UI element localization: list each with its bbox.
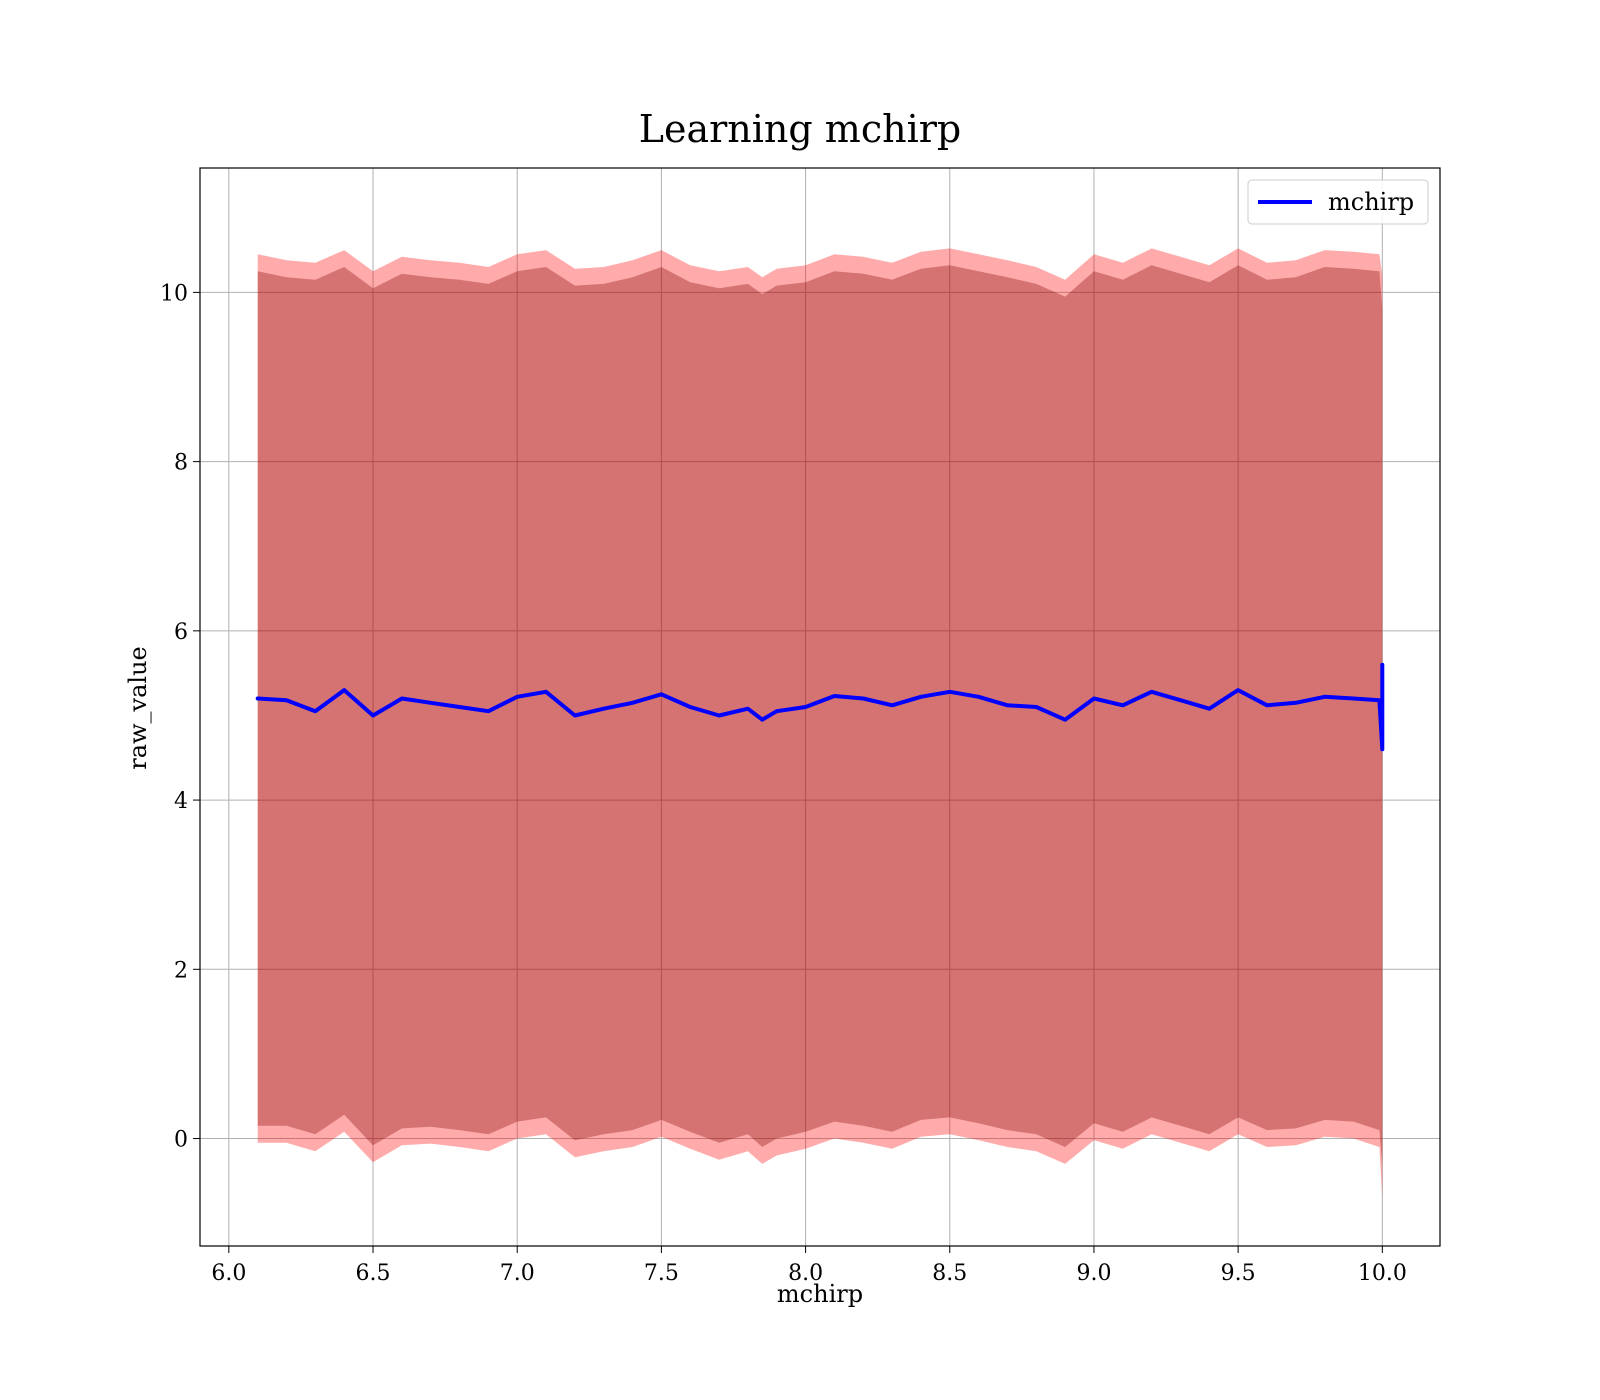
x-axis: 6.0 6.5 7.0 7.5 8.0 8.5 9.0 9.5 10.0 [211,1246,1407,1286]
chart-title: Learning mchirp [639,107,961,151]
x-tick-label: 6.5 [356,1261,391,1286]
x-tick-label: 8.0 [788,1261,823,1286]
y-tick-label: 2 [174,958,188,983]
x-tick-label: 9.0 [1076,1261,1111,1286]
uncertainty-band-2 [257,265,1383,1164]
y-tick-label: 6 [174,620,188,645]
bands [257,248,1383,1198]
y-tick-label: 10 [160,281,188,306]
y-tick-label: 0 [174,1128,188,1153]
x-tick-label: 7.0 [500,1261,535,1286]
y-tick-label: 4 [174,789,188,814]
x-tick-label: 8.5 [932,1261,967,1286]
x-tick-label: 6.0 [211,1261,246,1286]
plot-frame [199,167,1441,1247]
series-line-mchirp [255,662,1385,752]
legend-label-mchirp: mchirp [1328,188,1414,216]
y-axis: 0 2 4 6 8 10 [160,281,200,1153]
x-tick-label: 10.0 [1358,1261,1407,1286]
legend: mchirp [1247,179,1429,225]
y-axis-label: raw_value [124,646,152,770]
x-tick-label: 7.5 [644,1261,679,1286]
uncertainty-band-1 [257,248,1383,1198]
legend-box [1247,179,1429,225]
x-axis-label: mchirp [777,1280,863,1308]
series-lines [255,662,1385,752]
x-tick-label: 9.5 [1221,1261,1256,1286]
y-tick-label: 8 [174,451,188,476]
